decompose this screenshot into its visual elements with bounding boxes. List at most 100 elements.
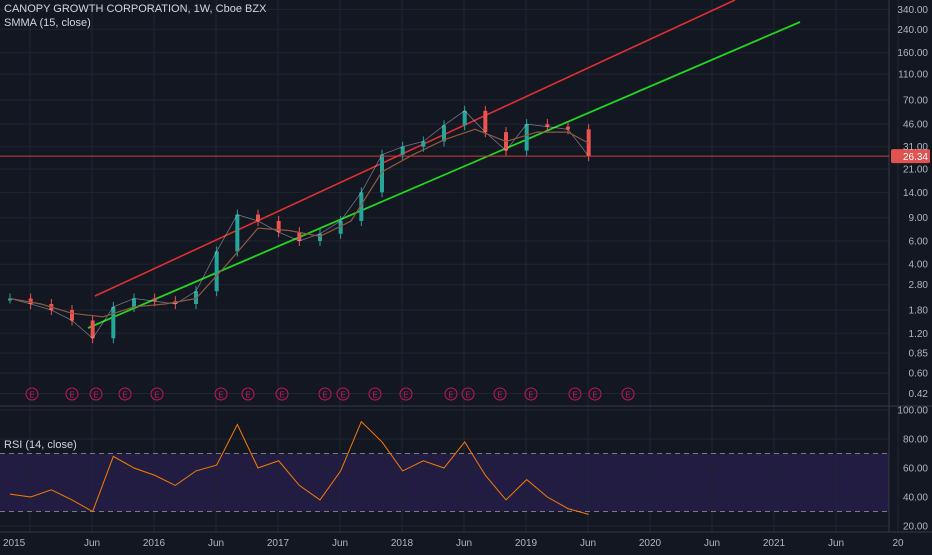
time-axis-label: Jun: [580, 538, 596, 549]
price-axis-label: 14.00: [903, 188, 928, 199]
price-axis-label: 6.00: [909, 236, 929, 247]
earnings-marker[interactable]: [399, 387, 413, 401]
earnings-marker[interactable]: [368, 387, 382, 401]
time-axis-label: Jun: [704, 538, 720, 549]
price-candle: [152, 298, 157, 302]
time-axis-label: Jun: [208, 538, 224, 549]
earnings-marker-label: E: [122, 391, 127, 400]
price-axis-label: 160.00: [897, 48, 928, 59]
price-axis-label: 110.00: [898, 70, 928, 81]
smma-legend[interactable]: SMMA (15, close): [4, 17, 91, 29]
earnings-marker-label: E: [279, 391, 284, 400]
earnings-marker[interactable]: [461, 387, 475, 401]
price-axis-label: 0.42: [909, 389, 929, 400]
earnings-marker[interactable]: [150, 387, 164, 401]
price-axis-label: 4.00: [909, 260, 929, 271]
time-axis-label: 2015: [3, 538, 26, 549]
earnings-marker[interactable]: [89, 387, 103, 401]
symbol-title[interactable]: CANOPY GROWTH CORPORATION, 1W, Cboe BZX: [4, 3, 267, 15]
price-candle: [400, 146, 405, 155]
price-candle: [111, 306, 116, 339]
price-candle: [359, 192, 364, 221]
time-axis-label: 2017: [267, 538, 290, 549]
price-candle: [297, 232, 302, 241]
earnings-marker[interactable]: [336, 387, 350, 401]
rsi-band: [0, 453, 889, 512]
earnings-marker[interactable]: [524, 387, 538, 401]
earnings-marker-label: E: [245, 391, 250, 400]
time-axis-label: Jun: [84, 538, 100, 549]
price-axis-label: 340.00: [897, 5, 928, 16]
price-candle: [421, 141, 426, 147]
price-axis-label: 1.80: [909, 306, 929, 317]
price-candle: [276, 220, 281, 233]
price-candle: [194, 291, 198, 304]
earnings-marker-label: E: [69, 391, 74, 400]
time-axis-label: 2016: [143, 538, 166, 549]
earnings-marker[interactable]: [568, 387, 582, 401]
earnings-marker[interactable]: [444, 387, 458, 401]
price-candle: [338, 220, 343, 234]
earnings-marker[interactable]: [275, 387, 289, 401]
lower-trendline[interactable]: [87, 21, 801, 329]
price-axis-label: 1.20: [909, 329, 929, 340]
earnings-marker[interactable]: [65, 387, 79, 401]
price-axis-label: 21.00: [903, 165, 928, 176]
earnings-marker[interactable]: [25, 387, 39, 401]
earnings-marker[interactable]: [588, 387, 602, 401]
price-candle: [442, 125, 446, 142]
price-candle: [214, 251, 219, 292]
time-axis-label: 2020: [639, 538, 662, 549]
earnings-marker-label: E: [497, 391, 502, 400]
price-candle: [28, 298, 33, 304]
rsi-axis-label: 100.00: [897, 406, 928, 417]
rsi-axis-label: 20.00: [903, 522, 928, 533]
price-candle: [318, 233, 322, 241]
price-candle: [483, 110, 488, 133]
earnings-marker-label: E: [465, 391, 470, 400]
time-axis-label: Jun: [456, 538, 472, 549]
price-series-line: [9, 110, 589, 339]
time-axis-label: Jun: [332, 538, 348, 549]
price-axis-label: 0.60: [909, 369, 929, 380]
time-axis-label: 2021: [763, 538, 786, 549]
smma-line: [9, 128, 589, 318]
earnings-marker-label: E: [93, 391, 98, 400]
time-axis-label: Jun: [828, 538, 844, 549]
price-candle: [545, 124, 550, 127]
price-candle: [524, 124, 529, 151]
price-axis-label: 70.00: [903, 96, 928, 107]
earnings-marker-label: E: [403, 391, 408, 400]
earnings-marker[interactable]: [118, 387, 132, 401]
earnings-marker[interactable]: [241, 387, 255, 401]
price-axis-label: 46.00: [903, 120, 928, 131]
price-candle: [462, 110, 467, 126]
price-axis-label: 9.00: [909, 213, 929, 224]
earnings-marker-label: E: [372, 391, 377, 400]
rsi-axis-label: 80.00: [903, 435, 928, 446]
time-axis-label: 2019: [515, 538, 538, 549]
price-candle: [566, 126, 570, 130]
earnings-marker-label: E: [572, 391, 577, 400]
price-axis-label: 240.00: [897, 25, 928, 36]
price-candle: [256, 214, 260, 221]
earnings-marker-label: E: [528, 391, 533, 400]
rsi-legend[interactable]: RSI (14, close): [4, 439, 77, 451]
time-axis-label: 2018: [391, 538, 414, 549]
price-axis-label: 31.00: [903, 142, 928, 153]
earnings-marker-label: E: [29, 391, 34, 400]
rsi-line: [9, 420, 589, 515]
upper-trendline[interactable]: [94, 0, 736, 297]
earnings-marker-label: E: [322, 391, 327, 400]
earnings-marker-label: E: [154, 391, 159, 400]
earnings-marker[interactable]: [493, 387, 507, 401]
last-price-badge[interactable]: [891, 149, 930, 164]
earnings-marker[interactable]: [214, 387, 228, 401]
earnings-marker-label: E: [340, 391, 345, 400]
earnings-marker[interactable]: [621, 387, 635, 401]
earnings-marker-label: E: [218, 391, 223, 400]
earnings-marker[interactable]: [318, 387, 332, 401]
time-axis-label: 20: [892, 538, 904, 549]
